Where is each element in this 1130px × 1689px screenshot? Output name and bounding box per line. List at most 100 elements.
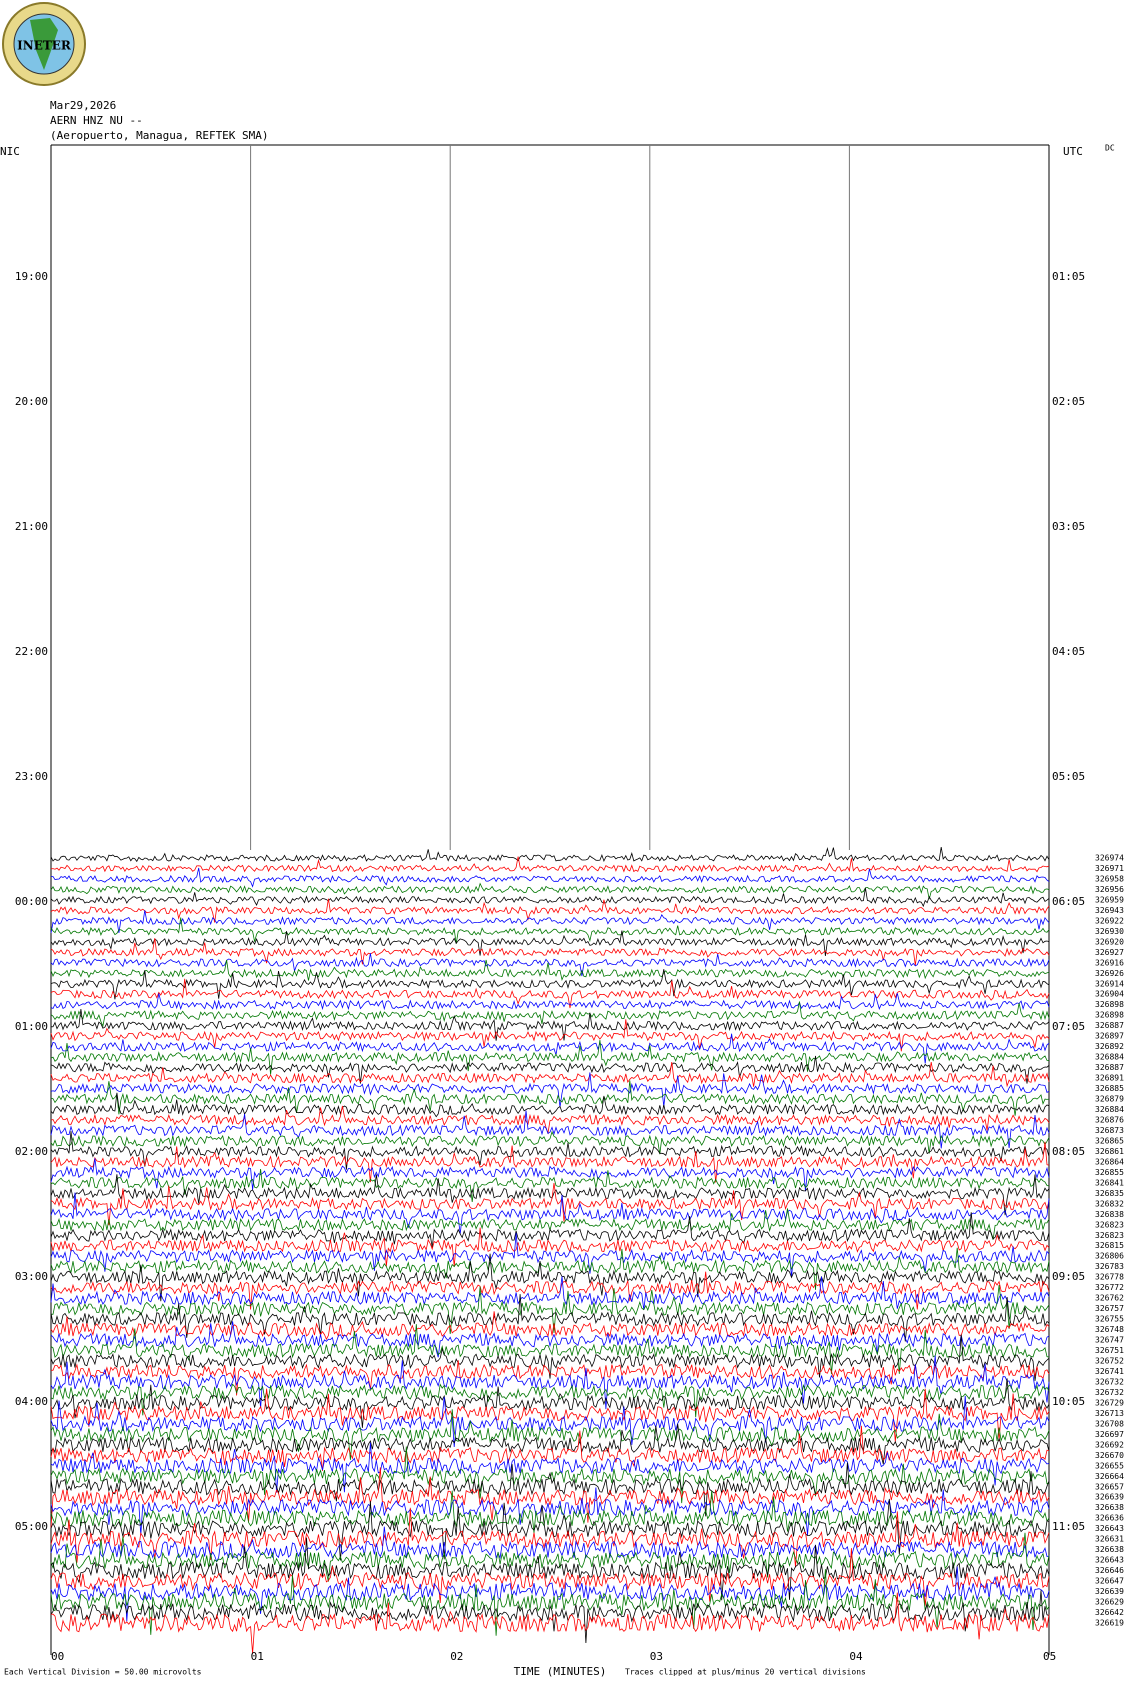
seismic-trace [50, 1192, 1050, 1235]
trace-count: 326729 [1095, 1398, 1124, 1407]
trace-count: 326697 [1095, 1430, 1124, 1439]
seismic-trace [50, 910, 1050, 934]
seismic-trace [50, 1423, 1050, 1465]
trace-count: 326647 [1095, 1577, 1124, 1586]
trace-count: 326927 [1095, 948, 1124, 957]
seismic-trace [50, 1425, 1050, 1472]
trace-count: 326959 [1095, 895, 1124, 904]
location: (Aeropuerto, Managua, REFTEK SMA) [50, 129, 269, 142]
trace-count: 326757 [1095, 1304, 1124, 1313]
seismic-trace [50, 1039, 1050, 1075]
trace-count: 326655 [1095, 1461, 1124, 1470]
seismic-trace [50, 1271, 1050, 1310]
logo-map [30, 18, 58, 70]
trace-count: 326639 [1095, 1493, 1124, 1502]
trace-count: 326751 [1095, 1346, 1124, 1355]
seismic-trace [50, 1008, 1050, 1041]
trace-count: 326879 [1095, 1095, 1124, 1104]
seismic-trace [50, 846, 1050, 863]
left-time: 03:00 [15, 1270, 48, 1283]
plot-frame [50, 144, 1050, 1655]
seismic-trace [50, 1055, 1050, 1084]
trace-count: 326664 [1095, 1472, 1124, 1481]
trace-count: 326646 [1095, 1566, 1124, 1575]
seismic-trace [50, 1490, 1050, 1534]
seismic-trace [50, 1141, 1050, 1183]
trace-count: 326642 [1095, 1608, 1124, 1617]
seismic-trace [50, 1092, 1050, 1118]
trace-count: 326891 [1095, 1074, 1124, 1083]
seismic-trace [50, 930, 1050, 956]
left-time: 02:00 [15, 1145, 48, 1158]
seismic-trace [50, 959, 1050, 982]
seismic-trace [51, 867, 1050, 888]
seismic-trace [50, 856, 1050, 873]
seismic-trace [50, 938, 1050, 966]
trace-count: 326887 [1095, 1063, 1124, 1072]
seismic-trace [50, 1232, 1050, 1278]
seismic-trace [50, 1378, 1050, 1428]
seismic-trace [50, 1462, 1050, 1517]
right-time: 06:05 [1052, 895, 1085, 908]
trace-count: 326713 [1095, 1409, 1124, 1418]
trace-count: 326741 [1095, 1367, 1124, 1376]
trace-count: 326974 [1095, 854, 1124, 863]
x-title: TIME (MINUTES) [514, 1665, 607, 1678]
trace-count: 326930 [1095, 927, 1124, 936]
seismic-trace [50, 1442, 1050, 1493]
minute-label: 01 [251, 1650, 264, 1663]
seismic-trace [50, 1467, 1050, 1528]
seismic-trace [50, 1227, 1050, 1267]
seismic-trace [50, 1183, 1050, 1226]
seismic-trace [50, 1590, 1050, 1644]
trace-count: 326841 [1095, 1178, 1124, 1187]
seismic-trace [50, 1409, 1050, 1460]
trace-count: 326806 [1095, 1252, 1124, 1261]
seismic-trace [50, 1360, 1050, 1396]
seismic-trace [50, 1253, 1050, 1302]
trace-count: 326778 [1095, 1273, 1124, 1282]
left-time: 00:00 [15, 895, 48, 908]
seismic-trace [50, 1498, 1050, 1561]
minute-label: 04 [849, 1650, 863, 1663]
trace-count: 326898 [1095, 1011, 1124, 1020]
trace-count: 326732 [1095, 1377, 1124, 1386]
trace-count: 326643 [1095, 1556, 1124, 1565]
left-time: 19:00 [15, 270, 48, 283]
left-time: 21:00 [15, 520, 48, 533]
trace-count: 326914 [1095, 979, 1124, 988]
left-time: 22:00 [15, 645, 48, 658]
trace-count: 326884 [1095, 1105, 1124, 1114]
trace-count: 326755 [1095, 1315, 1124, 1324]
right-time: 02:05 [1052, 395, 1085, 408]
trace-count: 326619 [1095, 1619, 1124, 1628]
trace-count: 326943 [1095, 906, 1124, 915]
right-time: 08:05 [1052, 1145, 1085, 1158]
trace-count: 326855 [1095, 1168, 1124, 1177]
seismic-trace [50, 1168, 1050, 1202]
seismic-trace [50, 1110, 1050, 1149]
trace-count: 326636 [1095, 1514, 1124, 1523]
trace-count: 326864 [1095, 1157, 1124, 1166]
right-time: 03:05 [1052, 520, 1085, 533]
seismic-trace [50, 993, 1050, 1011]
right-time: 04:05 [1052, 645, 1085, 658]
trace-count: 326762 [1095, 1294, 1124, 1303]
trace-count: 326926 [1095, 969, 1124, 978]
trace-count: 326823 [1095, 1231, 1124, 1240]
seismic-trace [50, 882, 1050, 900]
seismic-trace [50, 1212, 1050, 1248]
trace-count: 326752 [1095, 1357, 1124, 1366]
seismic-trace [50, 1321, 1050, 1358]
seismic-trace [50, 1105, 1050, 1135]
right-time: 09:05 [1052, 1270, 1085, 1283]
trace-count: 326885 [1095, 1084, 1124, 1093]
trace-count: 326958 [1095, 874, 1124, 883]
seismic-trace [50, 969, 1050, 1000]
trace-count: 326638 [1095, 1545, 1124, 1554]
seismic-trace [50, 1487, 1050, 1536]
left-zone: NIC [0, 145, 20, 158]
seismic-trace [50, 1062, 1050, 1088]
seismic-trace [50, 953, 1050, 977]
trace-count: 326835 [1095, 1189, 1124, 1198]
